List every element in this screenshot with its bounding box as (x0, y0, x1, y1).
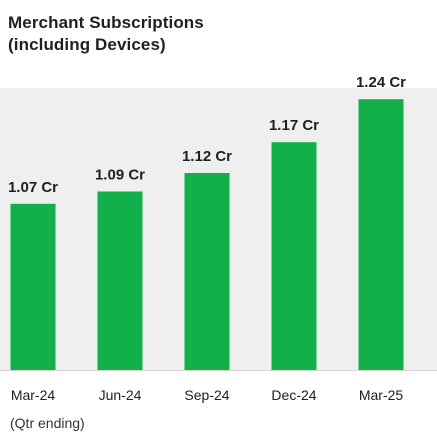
data-label-mar-24: 1.07 Cr (8, 179, 58, 196)
bar-jun-24 (97, 191, 143, 370)
data-label-jun-24: 1.09 Cr (95, 167, 145, 184)
x-tick-mar-24: Mar-24 (11, 387, 56, 403)
data-label-dec-24: 1.17 Cr (269, 117, 319, 134)
chart-title-line-1: Merchant Subscriptions (8, 13, 204, 32)
bar-dec-24 (271, 142, 317, 370)
data-label-sep-24: 1.12 Cr (182, 148, 232, 165)
x-tick-labels: Mar-24 Jun-24 Sep-24 Dec-24 Mar-25 (11, 387, 404, 403)
bar-mar-25 (358, 99, 404, 370)
chart-title: Merchant Subscriptions (including Device… (8, 12, 204, 56)
x-tick-sep-24: Sep-24 (184, 387, 229, 403)
bar-sep-24 (184, 173, 230, 370)
chart-title-line-2: (including Devices) (8, 35, 166, 54)
x-axis-title: (Qtr ending) (10, 415, 85, 431)
bars-layer: 1.07 Cr 1.09 Cr 1.12 Cr 1.17 Cr 1.24 Cr (8, 74, 406, 370)
x-tick-dec-24: Dec-24 (271, 387, 316, 403)
x-tick-jun-24: Jun-24 (99, 387, 142, 403)
x-tick-mar-25: Mar-25 (359, 387, 404, 403)
data-label-mar-25: 1.24 Cr (356, 74, 406, 91)
bar-mar-24 (10, 203, 56, 370)
